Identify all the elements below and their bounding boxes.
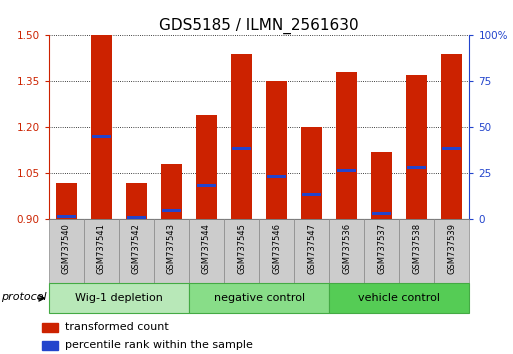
Text: GSM737540: GSM737540 [62, 223, 71, 274]
Bar [189, 219, 224, 283]
Bar [161, 164, 182, 219]
Bar [406, 75, 427, 219]
Text: GSM737545: GSM737545 [237, 223, 246, 274]
Bar [372, 212, 391, 215]
Bar [154, 219, 189, 283]
Text: GSM737542: GSM737542 [132, 223, 141, 274]
Text: GSM737547: GSM737547 [307, 223, 316, 274]
Bar [162, 209, 181, 212]
Bar [329, 283, 469, 313]
Bar [232, 147, 251, 150]
Bar [231, 54, 252, 219]
Bar [126, 183, 147, 219]
Bar [259, 219, 294, 283]
Bar [435, 219, 469, 283]
Bar [56, 183, 77, 219]
Text: GSM737544: GSM737544 [202, 223, 211, 274]
Text: protocol: protocol [1, 292, 47, 302]
Text: GSM737538: GSM737538 [412, 223, 421, 274]
Bar [196, 115, 217, 219]
Bar [302, 193, 321, 196]
Bar [407, 166, 426, 169]
Bar [329, 219, 364, 283]
Bar [371, 152, 392, 219]
Text: negative control: negative control [213, 293, 305, 303]
Bar [336, 72, 357, 219]
Text: GSM737539: GSM737539 [447, 223, 457, 274]
Text: Wig-1 depletion: Wig-1 depletion [75, 293, 163, 303]
Bar [364, 219, 399, 283]
Bar [441, 54, 462, 219]
Bar [224, 219, 259, 283]
Bar [49, 283, 189, 313]
Text: GSM737543: GSM737543 [167, 223, 176, 274]
Bar [119, 219, 154, 283]
Bar [42, 341, 58, 350]
Bar [91, 35, 112, 219]
Bar [189, 283, 329, 313]
Bar [127, 216, 146, 219]
Bar [442, 147, 461, 150]
Bar [42, 323, 58, 332]
Text: GSM737536: GSM737536 [342, 223, 351, 274]
Title: GDS5185 / ILMN_2561630: GDS5185 / ILMN_2561630 [159, 18, 359, 34]
Text: percentile rank within the sample: percentile rank within the sample [65, 340, 252, 350]
Bar [57, 215, 76, 218]
Bar [399, 219, 435, 283]
Text: vehicle control: vehicle control [358, 293, 440, 303]
Bar [84, 219, 119, 283]
Bar [294, 219, 329, 283]
Bar [197, 184, 216, 187]
Text: GSM737541: GSM737541 [97, 223, 106, 274]
Bar [49, 219, 84, 283]
Bar [266, 81, 287, 219]
Bar [301, 127, 322, 219]
Text: GSM737546: GSM737546 [272, 223, 281, 274]
Bar [92, 135, 111, 138]
Bar [267, 175, 286, 178]
Text: GSM737537: GSM737537 [377, 223, 386, 274]
Text: transformed count: transformed count [65, 322, 168, 332]
Bar [337, 169, 356, 172]
